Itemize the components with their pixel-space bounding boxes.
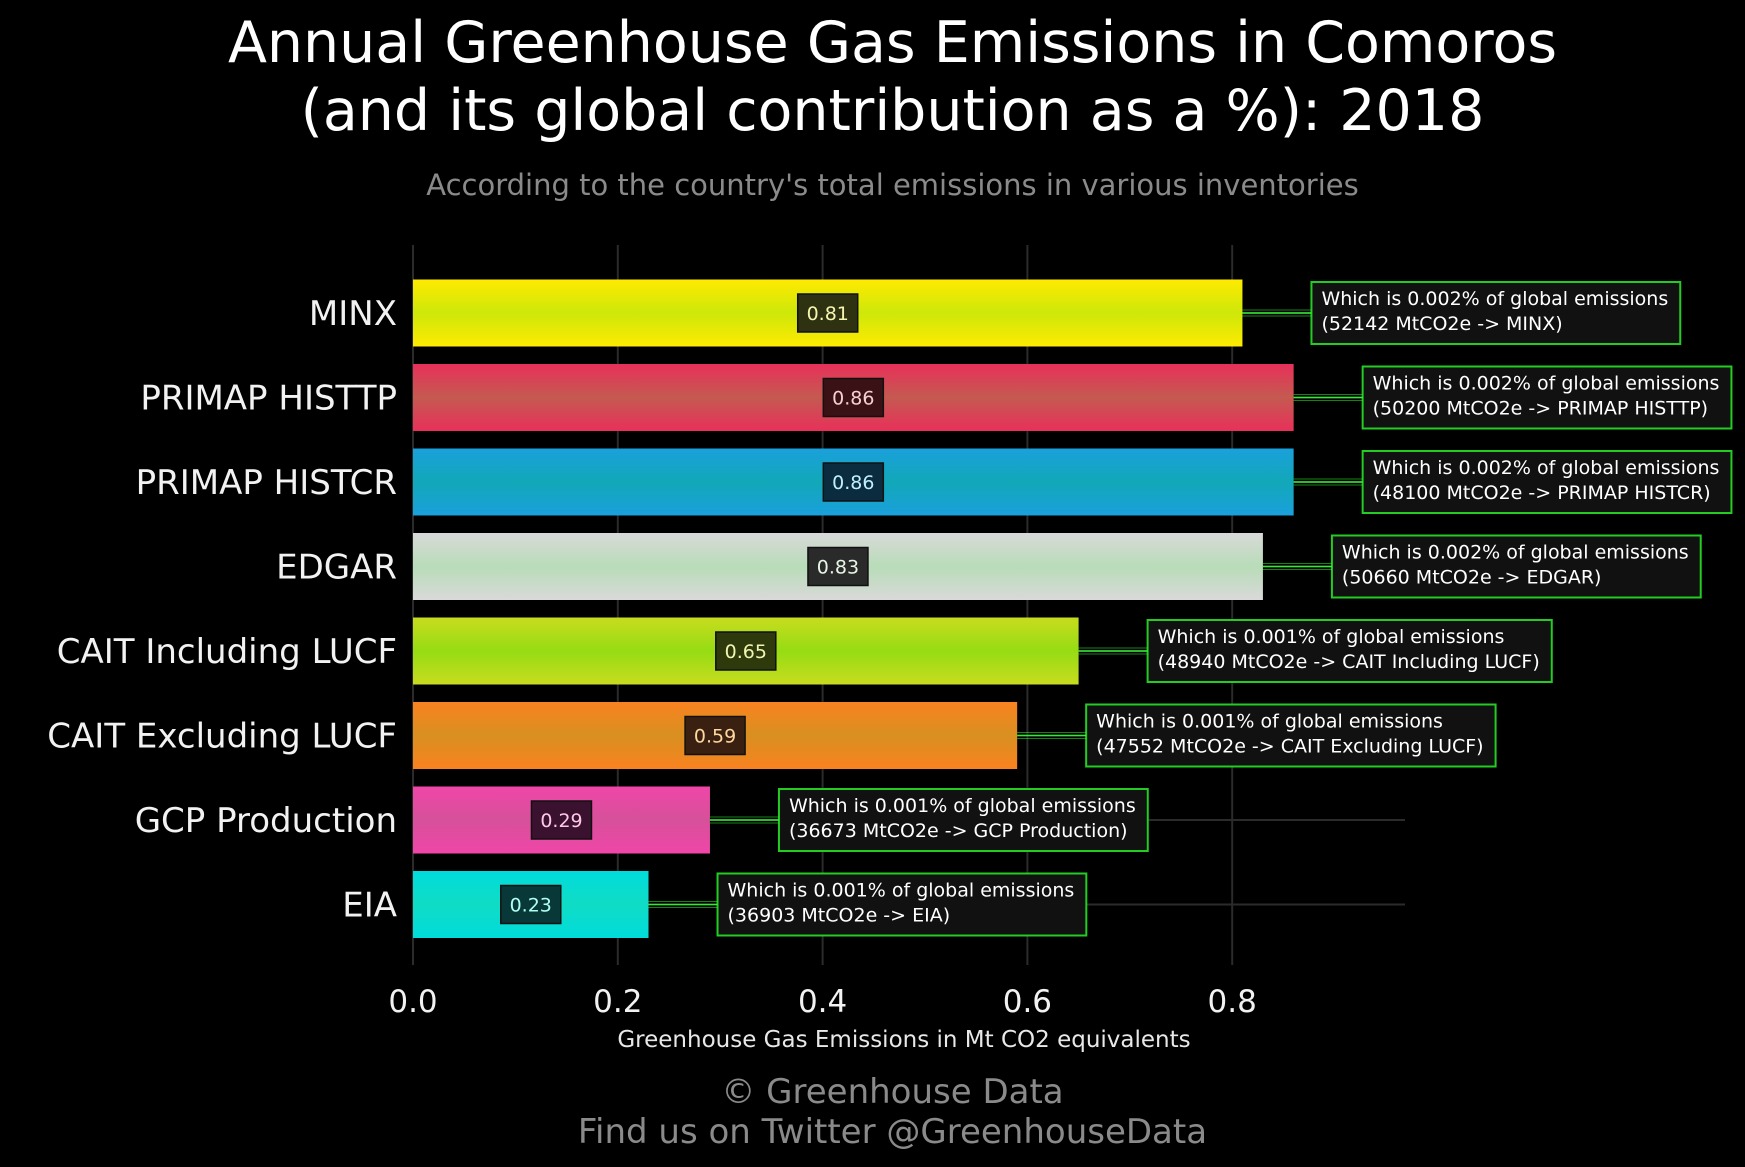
value-label: 0.86 — [832, 472, 874, 494]
value-label-box — [796, 293, 859, 333]
x-axis-ticks: 0.0 0.2 0.4 0.6 0.8 — [388, 984, 1257, 1020]
annotation-box — [1085, 703, 1497, 768]
annotations: Which is 0.002% of global emissions (5214… — [648, 281, 1733, 937]
category-label: PRIMAP HISTCR — [136, 463, 397, 503]
grid-lines — [412, 245, 1405, 965]
annotation-line1: Which is 0.001% of global emissions — [1096, 711, 1443, 733]
annotation-box — [1361, 365, 1733, 430]
annotation-line1: Which is 0.001% of global emissions — [789, 795, 1136, 817]
x-tick-label: 0.4 — [798, 984, 847, 1020]
annotation-line1: Which is 0.002% of global emissions — [1373, 457, 1720, 479]
footer-copyright: © Greenhouse Data — [721, 1072, 1064, 1112]
annotation-box — [1361, 450, 1733, 514]
bars: 0.81 0.86 0.86 0.83 0.65 0.59 0.29 0.23 — [413, 279, 1294, 938]
value-label: 0.23 — [510, 895, 552, 917]
chart-title-line1: Annual Greenhouse Gas Emissions in Comor… — [227, 10, 1558, 76]
value-label: 0.86 — [832, 388, 874, 410]
annotation-line2: (50200 MtCO2e -> PRIMAP HISTTP) — [1373, 398, 1708, 420]
value-label-box — [530, 800, 593, 840]
value-label-box — [500, 884, 562, 925]
value-label-box — [715, 631, 777, 671]
category-label: MINX — [309, 294, 397, 334]
annotation-line2: (52142 MtCO2e -> MINX) — [1321, 313, 1562, 335]
value-label: 0.59 — [694, 726, 736, 748]
annotation-line2: (48940 MtCO2e -> CAIT Including LUCF) — [1158, 651, 1540, 673]
value-label: 0.29 — [540, 810, 582, 832]
value-label-box — [684, 715, 746, 756]
chart-subtitle: According to the country's total emissio… — [426, 168, 1359, 202]
category-label: EIA — [342, 886, 397, 926]
value-label: 0.65 — [725, 641, 767, 663]
x-axis-title: Greenhouse Gas Emissions in Mt CO2 equiv… — [617, 1027, 1190, 1053]
chart-title-line2: (and its global contribution as a %): 20… — [300, 78, 1485, 144]
value-label-box — [822, 377, 885, 418]
value-label-box — [822, 462, 885, 502]
category-label: CAIT Including LUCF — [57, 632, 397, 672]
annotation-box — [716, 872, 1088, 937]
value-label: 0.83 — [817, 557, 859, 579]
annotation-box — [1146, 619, 1553, 683]
footer-twitter: Find us on Twitter @GreenhouseData — [577, 1112, 1208, 1152]
annotation-line2: (36903 MtCO2e -> EIA) — [728, 905, 951, 927]
annotation-line1: Which is 0.001% of global emissions — [728, 880, 1075, 902]
x-tick-label: 0.6 — [1003, 984, 1052, 1020]
annotation-line2: (47552 MtCO2e -> CAIT Excluding LUCF) — [1096, 736, 1483, 758]
category-label: EDGAR — [276, 548, 397, 588]
value-label-box — [807, 546, 869, 587]
x-tick-label: 0.8 — [1208, 984, 1257, 1020]
annotation-box — [1310, 281, 1682, 345]
annotation-line2: (50660 MtCO2e -> EDGAR) — [1342, 567, 1602, 589]
annotation-line1: Which is 0.002% of global emissions — [1321, 288, 1668, 310]
category-labels: MINX PRIMAP HISTTP PRIMAP HISTCR EDGAR CAIT … — [47, 294, 397, 926]
x-tick-label: 0.2 — [593, 984, 642, 1020]
value-label: 0.81 — [807, 303, 849, 325]
annotation-line1: Which is 0.002% of global emissions — [1342, 542, 1689, 564]
category-label: PRIMAP HISTTP — [140, 379, 397, 419]
annotation-line1: Which is 0.001% of global emissions — [1158, 626, 1505, 648]
annotation-line2: (36673 MtCO2e -> GCP Production) — [789, 820, 1128, 842]
annotation-line1: Which is 0.002% of global emissions — [1373, 373, 1720, 395]
annotation-box — [777, 788, 1149, 852]
x-tick-label: 0.0 — [388, 984, 437, 1020]
category-label: CAIT Excluding LUCF — [47, 717, 397, 757]
annotation-line2: (48100 MtCO2e -> PRIMAP HISTCR) — [1373, 482, 1711, 504]
category-label: GCP Production — [135, 801, 397, 841]
